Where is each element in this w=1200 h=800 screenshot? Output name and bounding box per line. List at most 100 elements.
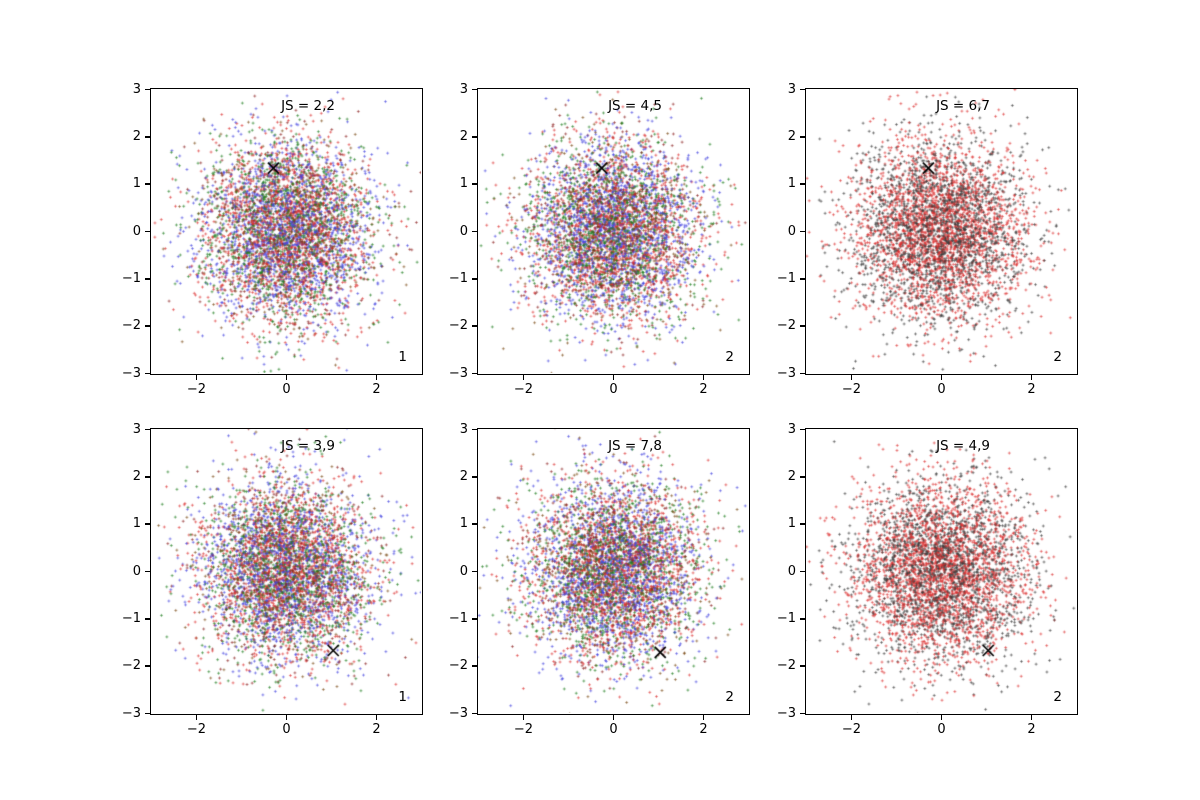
y-tick-label: 3 <box>787 81 796 97</box>
y-tick-label: −2 <box>448 318 468 334</box>
y-tick-label: 2 <box>787 128 796 144</box>
x-tick-mark <box>702 375 705 380</box>
corner-label: 1 <box>398 349 407 365</box>
plot-area: JS = 2,2 1 <box>150 88 423 375</box>
y-tick-mark <box>145 428 150 431</box>
y-tick-mark <box>800 665 805 667</box>
y-tick-mark <box>145 88 150 91</box>
scatter-points-canvas <box>806 429 1076 713</box>
y-tick-mark <box>800 476 805 478</box>
y-tick-label: −1 <box>121 610 141 626</box>
y-tick-mark <box>472 183 477 185</box>
y-tick-label: 1 <box>787 516 796 532</box>
js-annotation: JS = 3,9 <box>281 438 335 454</box>
y-tick-mark <box>472 665 477 667</box>
y-tick-mark <box>145 523 150 525</box>
y-tick-mark <box>800 136 805 138</box>
x-tick-mark <box>375 715 378 720</box>
y-tick-label: 2 <box>787 468 796 484</box>
x-tick-label: 0 <box>937 382 946 397</box>
x-tick-mark <box>940 375 943 380</box>
x-tick-label: 2 <box>699 382 708 397</box>
y-tick-mark <box>472 136 477 138</box>
x-tick-label: −2 <box>513 722 534 737</box>
y-tick-mark <box>800 618 805 620</box>
x-tick-mark <box>1030 715 1033 720</box>
y-tick-label: −2 <box>121 318 141 334</box>
y-tick-label: 1 <box>459 516 468 532</box>
x-tick-label: 2 <box>372 722 381 737</box>
y-tick-label: 0 <box>787 223 796 239</box>
y-tick-label: 1 <box>132 176 141 192</box>
y-tick-label: −2 <box>776 318 796 334</box>
y-tick-label: 2 <box>132 128 141 144</box>
corner-label: 1 <box>398 689 407 705</box>
y-tick-mark <box>472 570 477 573</box>
y-tick-label: −1 <box>448 610 468 626</box>
y-tick-mark <box>472 88 477 91</box>
x-tick-mark <box>285 375 288 380</box>
y-tick-label: −3 <box>776 365 796 381</box>
y-tick-mark <box>472 523 477 525</box>
x-tick-mark <box>1030 375 1033 380</box>
y-tick-label: 3 <box>459 81 468 97</box>
y-tick-mark <box>145 712 150 715</box>
y-tick-mark <box>472 372 477 375</box>
x-tick-label: 0 <box>282 382 291 397</box>
corner-label: 2 <box>1053 349 1062 365</box>
y-tick-mark <box>800 523 805 525</box>
x-tick-mark <box>612 375 615 380</box>
x-tick-mark <box>850 715 853 720</box>
corner-label: 2 <box>1053 689 1062 705</box>
y-tick-mark <box>800 278 805 280</box>
y-tick-mark <box>145 278 150 280</box>
y-tick-label: 3 <box>459 421 468 437</box>
x-tick-label: 0 <box>937 722 946 737</box>
x-tick-mark <box>612 715 615 720</box>
y-tick-mark <box>472 618 477 620</box>
x-tick-label: 2 <box>699 722 708 737</box>
y-tick-label: 3 <box>787 421 796 437</box>
plot-area: JS = 7,8 2 <box>477 428 750 715</box>
y-tick-label: 2 <box>459 468 468 484</box>
y-tick-mark <box>800 230 805 233</box>
y-tick-label: −3 <box>448 705 468 721</box>
y-tick-label: 0 <box>132 223 141 239</box>
y-tick-label: −3 <box>448 365 468 381</box>
y-tick-label: 0 <box>132 563 141 579</box>
y-tick-mark <box>472 428 477 431</box>
y-tick-label: −2 <box>448 658 468 674</box>
x-tick-mark <box>702 715 705 720</box>
x-tick-label: 0 <box>609 382 618 397</box>
y-tick-mark <box>145 570 150 573</box>
y-tick-mark <box>800 712 805 715</box>
y-tick-label: −3 <box>776 705 796 721</box>
x-tick-label: −2 <box>186 382 207 397</box>
y-tick-mark <box>145 230 150 233</box>
x-tick-label: 2 <box>372 382 381 397</box>
js-annotation: JS = 7,8 <box>608 438 662 454</box>
y-tick-label: −1 <box>776 270 796 286</box>
scatter-subplot-2: JS = 4,5 2 −2 0 2 3 2 1 0 −1 −2 −3 <box>449 82 750 397</box>
x-tick-label: −2 <box>513 382 534 397</box>
y-tick-label: 0 <box>459 223 468 239</box>
x-tick-mark <box>195 375 198 380</box>
y-tick-label: −2 <box>121 658 141 674</box>
y-tick-mark <box>145 183 150 185</box>
x-tick-label: 0 <box>282 722 291 737</box>
scatter-subplot-4: JS = 3,9 1 −2 0 2 3 2 1 0 −1 −2 −3 <box>122 422 423 737</box>
x-tick-mark <box>940 715 943 720</box>
js-annotation: JS = 4,5 <box>608 98 662 114</box>
scatter-points-canvas <box>478 429 748 713</box>
y-tick-label: 1 <box>132 516 141 532</box>
scatter-subplot-6: JS = 4,9 2 −2 0 2 3 2 1 0 −1 −2 −3 <box>777 422 1078 737</box>
y-tick-mark <box>145 372 150 375</box>
y-tick-mark <box>145 325 150 327</box>
x-tick-label: −2 <box>841 382 862 397</box>
y-tick-label: 0 <box>459 563 468 579</box>
scatter-points-canvas <box>151 89 421 373</box>
plot-area: JS = 3,9 1 <box>150 428 423 715</box>
scatter-subplot-3: JS = 6,7 2 −2 0 2 3 2 1 0 −1 −2 −3 <box>777 82 1078 397</box>
x-tick-label: −2 <box>841 722 862 737</box>
